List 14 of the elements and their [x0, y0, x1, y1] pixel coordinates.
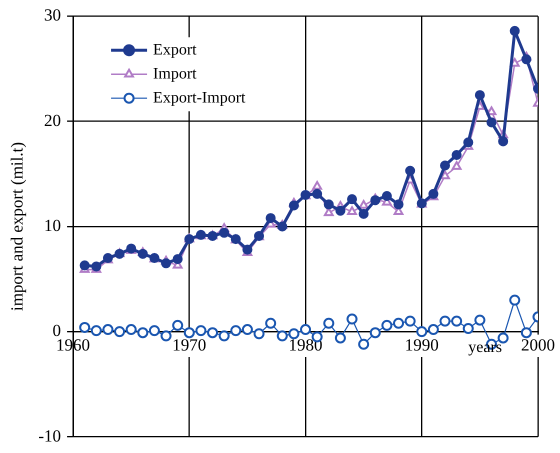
x-tick-label: 1970 [172, 335, 206, 354]
x-tick-label: 1990 [404, 335, 439, 354]
y-tick-label: 0 [52, 321, 62, 340]
legend-label: Export-Import [153, 89, 246, 106]
legend-label: Export [153, 41, 198, 58]
x-tick-label: 1980 [288, 335, 323, 354]
y-tick-label: 10 [44, 216, 62, 235]
legend-label: Import [153, 65, 198, 82]
y-tick-label: 30 [44, 6, 62, 25]
x-axis-title: years [468, 338, 502, 356]
y-tick-label: -10 [38, 426, 62, 446]
x-tick-label: 2000 [521, 335, 555, 354]
y-axis-title: import and export (mil.t) [8, 142, 27, 312]
y-tick-label: 20 [44, 110, 62, 130]
